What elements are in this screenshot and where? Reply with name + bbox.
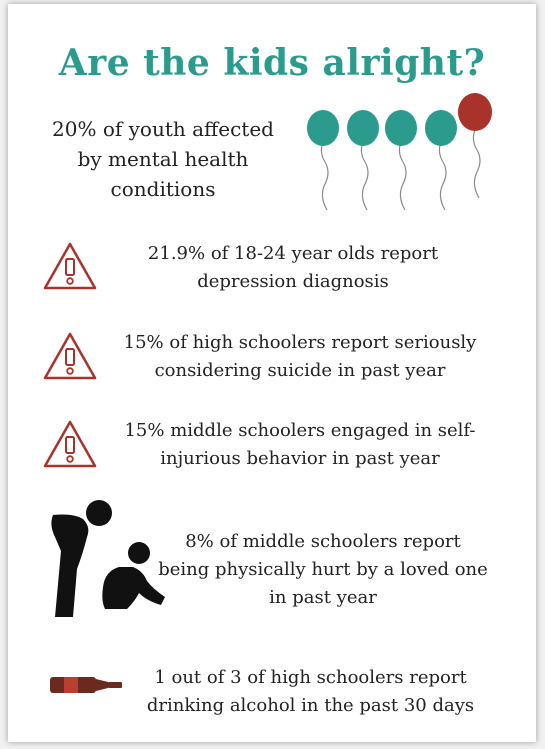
- stat-depression: 21.9% of 18-24 year olds report depressi…: [147, 243, 439, 292]
- stat-physically-hurt: 8% of middle schoolers report being phys…: [158, 531, 488, 608]
- warning-icon: [43, 332, 97, 380]
- infographic-card: Are the kids alright? 20% of youth affec…: [8, 4, 536, 742]
- intro-text: 20% of youth affected by mental health c…: [52, 117, 274, 201]
- stat-alcohol: 1 out of 3 of high schoolers report drin…: [146, 667, 475, 716]
- stat-self-injury: 15% middle schoolers engaged in self-inj…: [124, 420, 476, 469]
- bottle-icon: [50, 677, 122, 693]
- warning-icon: [43, 242, 97, 290]
- balloons-icon: [307, 93, 492, 211]
- stat-suicide: 15% of high schoolers report seriously c…: [123, 332, 477, 381]
- warning-icon: [43, 420, 97, 468]
- page-title: Are the kids alright?: [58, 42, 486, 84]
- sad-person-icon: [51, 500, 165, 617]
